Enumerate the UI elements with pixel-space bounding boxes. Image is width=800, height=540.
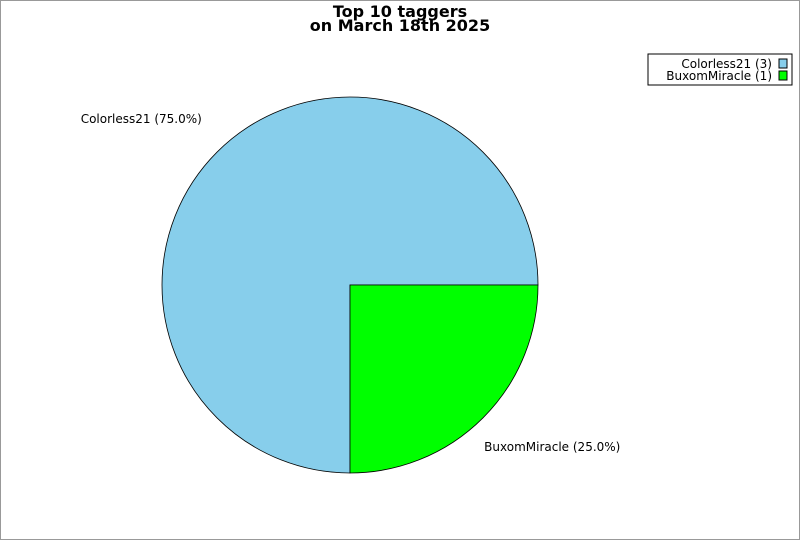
pie-slice-buxommiracle (349, 284, 539, 474)
legend-swatch (778, 58, 788, 69)
legend-label: BuxomMiracle (1) (666, 69, 772, 83)
legend-label: Colorless21 (3) (681, 57, 772, 71)
legend-swatch (778, 70, 788, 81)
slice-label: Colorless21 (75.0%) (81, 112, 202, 126)
chart-title-line-2: on March 18th 2025 (310, 16, 490, 35)
chart-title-line-1: Top 10 taggers (333, 2, 467, 21)
slice-label: BuxomMiracle (25.0%) (484, 440, 620, 454)
legend: Colorless21 (3)BuxomMiracle (1) (647, 53, 793, 86)
legend-box (647, 53, 793, 86)
